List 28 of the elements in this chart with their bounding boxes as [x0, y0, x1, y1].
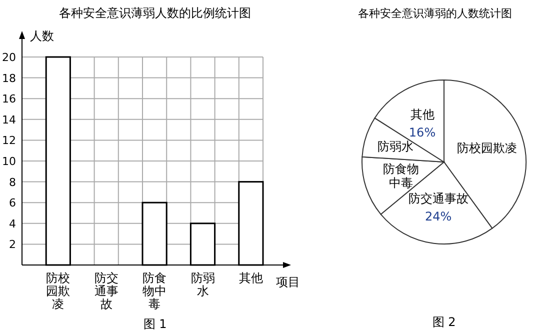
caption: 图 2 — [432, 315, 456, 329]
x-tick-label: 防校园欺凌 — [46, 271, 70, 311]
chart-title: 各种安全意识薄弱的人数统计图 — [358, 7, 512, 20]
x-axis-title: 项目 — [276, 275, 300, 289]
caption: 图 1 — [143, 317, 167, 331]
x-tick-label: 防交通事故 — [94, 271, 118, 311]
y-tick-label: 6 — [9, 196, 16, 210]
slice-label: 防弱水 — [378, 139, 414, 154]
chart-title: 各种安全意识薄弱人数的比例统计图 — [59, 6, 251, 20]
x-tick-label: 防弱水 — [190, 271, 215, 298]
y-tick-label: 12 — [2, 134, 16, 148]
y-tick-label: 16 — [2, 92, 16, 106]
y-tick-label: 2 — [9, 238, 16, 252]
x-tick-label: 其他 — [238, 271, 263, 285]
data-label: 16% — [408, 125, 436, 140]
y-tick-label: 8 — [9, 176, 16, 189]
data-label: 24% — [425, 210, 452, 224]
y-tick-label: 20 — [2, 51, 16, 64]
y-tick-label: 4 — [9, 217, 16, 230]
y-tick-label: 10 — [2, 155, 16, 168]
slice-label: 其他 — [410, 107, 434, 122]
y-tick-label: 14 — [2, 113, 16, 126]
x-tick-label: 防食物中毒 — [142, 271, 167, 311]
slice-label: 防交通事故 — [408, 192, 468, 206]
y-axis-title: 人数 — [30, 29, 54, 43]
slice-label: 防校园欺凌 — [456, 141, 517, 156]
y-tick-label: 18 — [2, 72, 16, 85]
slice-label: 防食物中毒 — [383, 162, 420, 190]
